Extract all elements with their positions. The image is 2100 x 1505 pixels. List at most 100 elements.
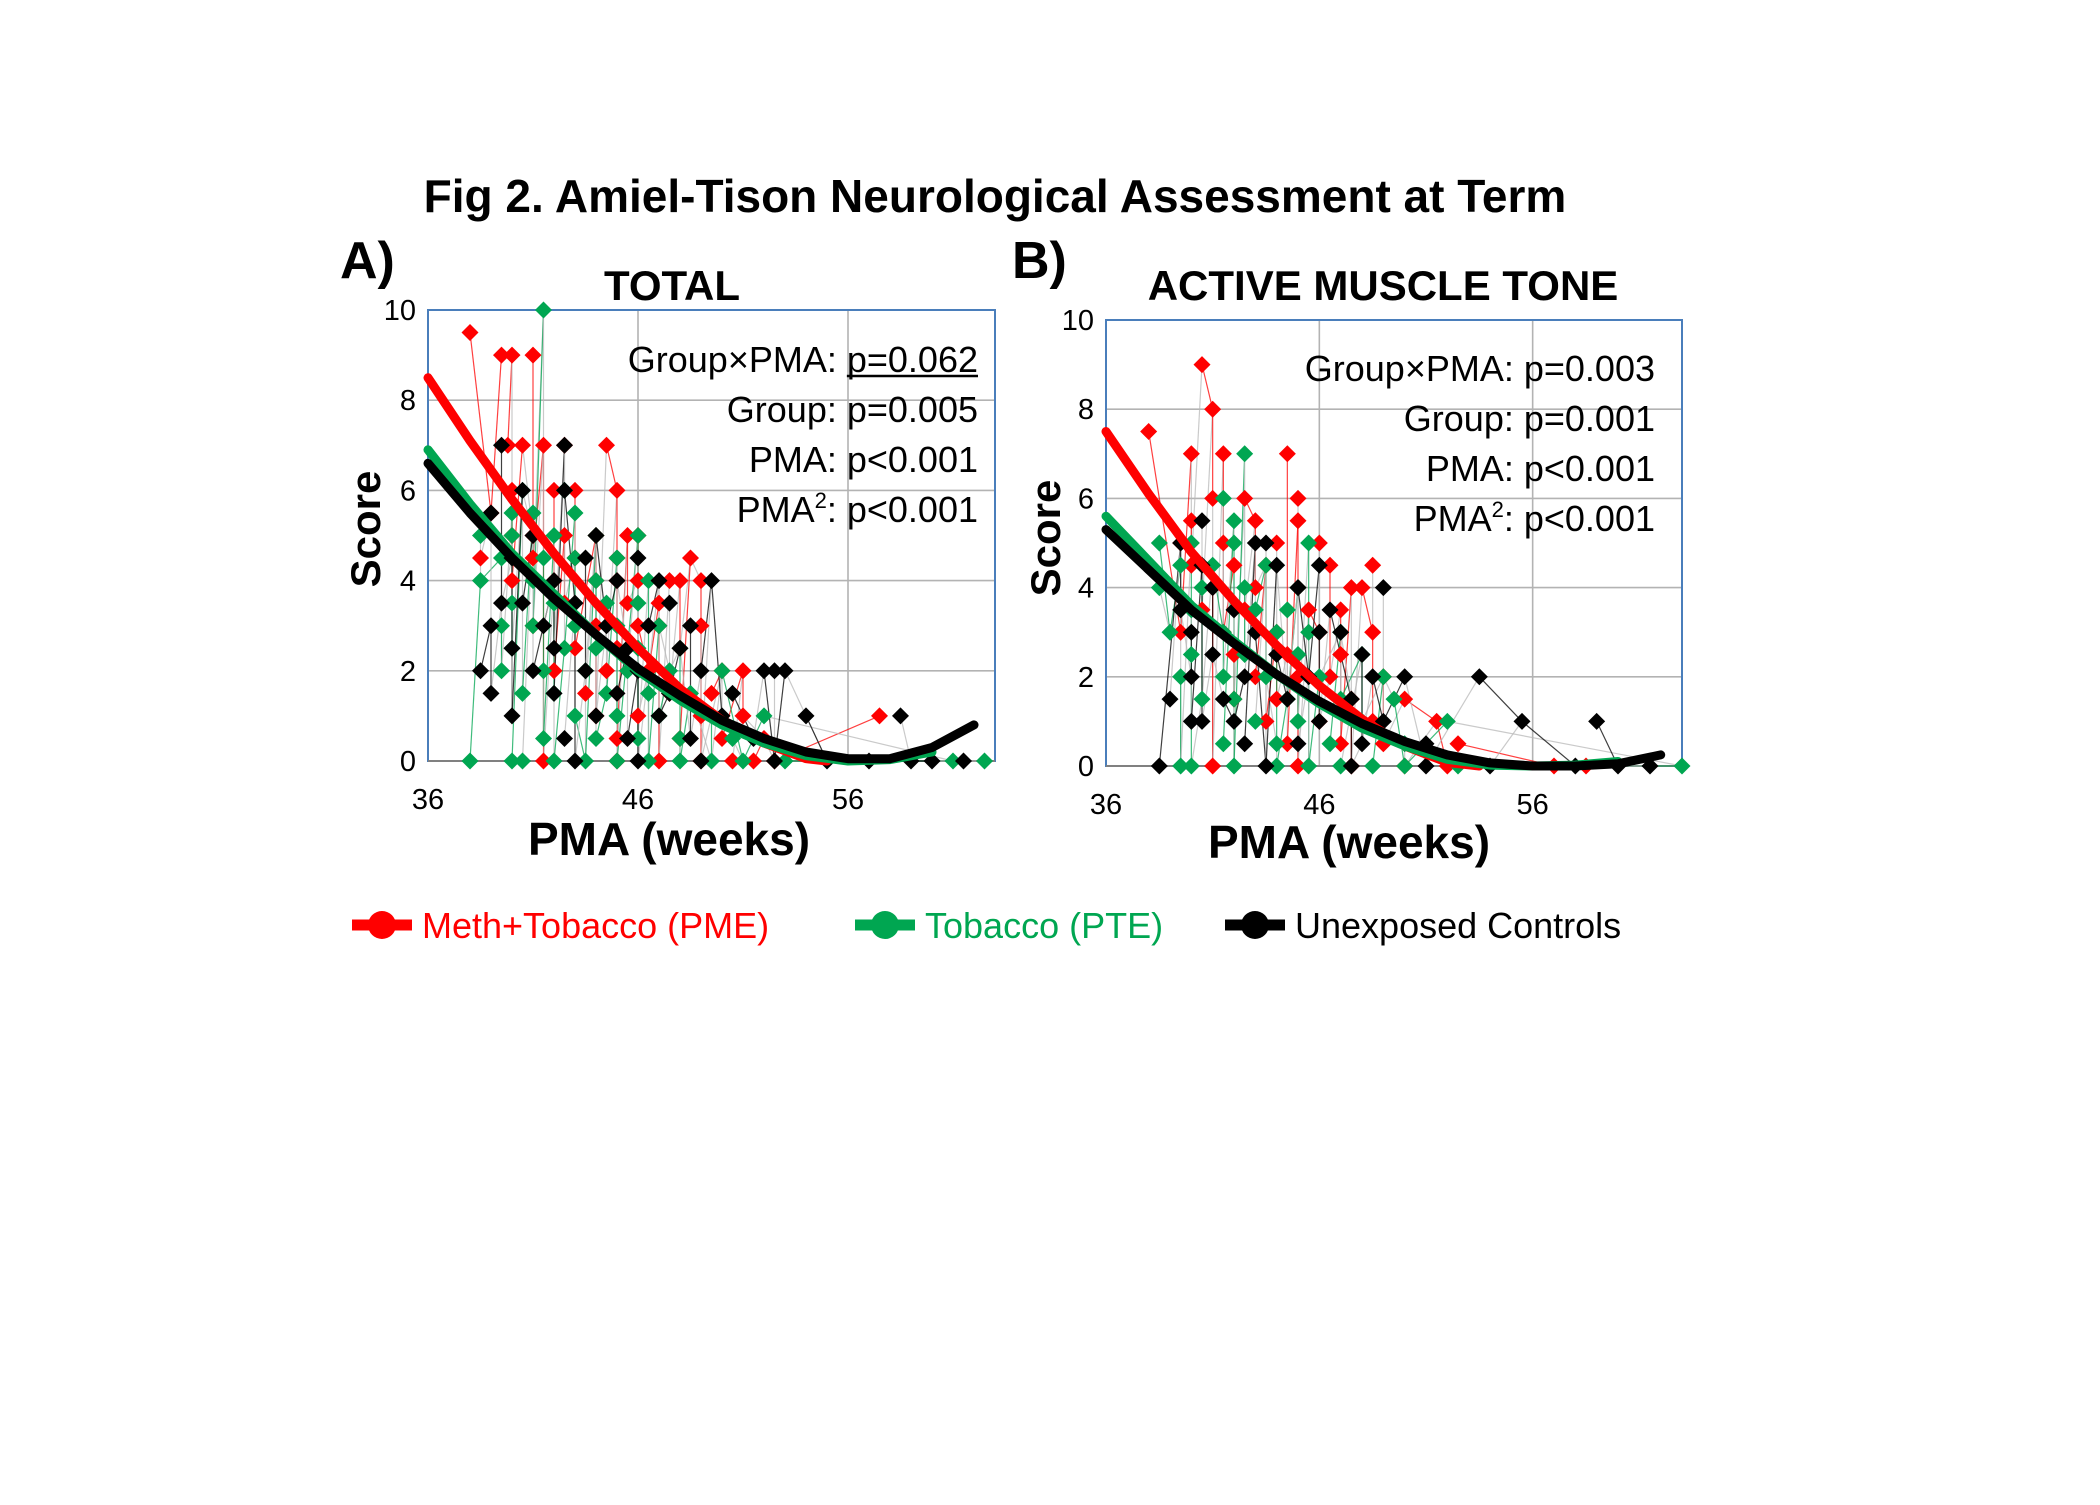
data-point-marker [1396,668,1414,686]
panel-b-label: B) [1012,232,1067,290]
data-point-marker [692,572,710,590]
data-point-marker [724,752,741,770]
trajectory-segment [1244,542,1256,744]
data-point-marker [650,707,668,725]
data-point-marker [1236,579,1254,597]
trajectory-segment [479,625,492,671]
trajectory-segment [721,670,744,762]
data-point-marker [535,662,552,680]
data-point-marker [503,346,521,364]
data-point-marker [556,729,573,747]
data-point-marker [535,301,552,319]
data-point-marker [682,729,699,747]
data-point-marker [608,481,626,499]
data-point-marker [619,527,636,544]
data-point-marker [1374,579,1392,597]
data-point-marker [1268,690,1286,708]
data-point-marker [608,707,626,725]
data-point-marker [1182,712,1200,730]
panel-b-stat-group: Group: p=0.001 [1404,398,1655,439]
data-point-marker [556,639,573,657]
stat-value: : p<0.001 [827,489,978,530]
data-point-marker [524,617,542,635]
data-point-marker [545,639,563,657]
stat-name: Group: [727,389,847,430]
data-point-marker [1193,356,1211,374]
data-point-marker [1214,690,1232,708]
data-point-marker [1225,757,1243,775]
legend: Meth+Tobacco (PME) Tobacco (PTE) Unexpos… [352,905,1621,946]
data-point-marker [608,684,626,702]
stat-value: p<0.001 [847,439,978,480]
data-point-marker [1172,623,1190,641]
trajectory-segment [1372,676,1384,722]
legend-item-pte: Tobacco (PTE) [855,905,1163,946]
data-point-marker [1150,757,1168,775]
data-point-marker [587,707,605,725]
data-point-marker [535,436,552,454]
data-point-marker [1182,646,1200,663]
data-point-marker [703,684,720,702]
fit-curve [1101,525,1666,771]
data-point-marker [1396,690,1414,708]
trajectory-segment [542,535,555,739]
panel-b-stat-interaction: Group×PMA: p=0.003 [1305,348,1655,389]
data-point-marker [514,684,531,702]
data-point-marker [1396,757,1414,775]
data-point-marker [1470,668,1488,686]
data-point-marker [640,572,657,590]
data-point-marker [734,662,752,680]
trajectory-segment [521,512,534,762]
data-point-marker [566,549,584,567]
panel-a-fit-lines [423,373,979,766]
data-point-marker [566,752,584,770]
data-point-marker [587,729,605,747]
data-point-marker [1300,623,1318,641]
data-point-marker [766,662,783,680]
data-point-marker [1374,668,1392,686]
data-point-marker [577,549,594,567]
data-point-marker [1140,423,1158,440]
stat-superscript: 2 [815,488,827,513]
legend-item-controls: Unexposed Controls [1225,905,1621,946]
trajectory-segment [1297,676,1310,744]
data-point-marker [461,752,479,770]
x-tick-label: 46 [622,784,654,816]
data-point-marker [1257,534,1275,552]
y-tick-label: 10 [1062,305,1094,337]
data-point-marker [1182,757,1200,775]
data-point-marker [535,617,552,635]
data-point-marker [493,662,510,680]
data-point-marker [640,617,657,635]
trajectory-segment [1212,453,1224,767]
legend-swatch-marker [368,911,396,939]
data-point-marker [1172,757,1190,775]
panel-b-title: ACTIVE MUSCLE TONE [1148,262,1619,309]
data-point-marker [1385,690,1403,708]
data-point-marker [566,481,584,499]
data-point-marker [1289,735,1307,753]
panel-a-title: TOTAL [604,262,740,309]
data-point-marker [955,752,972,770]
data-point-marker [629,572,647,590]
y-tick-label: 2 [400,656,416,688]
panel-a-stat-interaction: Group×PMA: p=0.062 [628,339,978,380]
data-point-marker [1225,512,1243,530]
data-point-marker [1204,646,1222,663]
data-point-marker [755,662,773,680]
data-point-marker [1225,534,1243,552]
panel-a-stat-pma: PMA: p<0.001 [749,439,978,480]
data-point-marker [1225,556,1243,574]
legend-swatch-marker [1241,911,1269,939]
data-point-marker [1246,712,1264,730]
data-point-marker [1300,534,1318,552]
data-point-marker [1193,579,1211,597]
legend-swatch-marker [871,911,899,939]
data-point-marker [1364,757,1382,775]
data-point-marker [629,617,647,635]
y-tick-label: 4 [1078,573,1094,605]
data-point-marker [598,684,615,702]
trajectory-segment [1201,409,1214,610]
data-point-marker [1588,712,1606,730]
